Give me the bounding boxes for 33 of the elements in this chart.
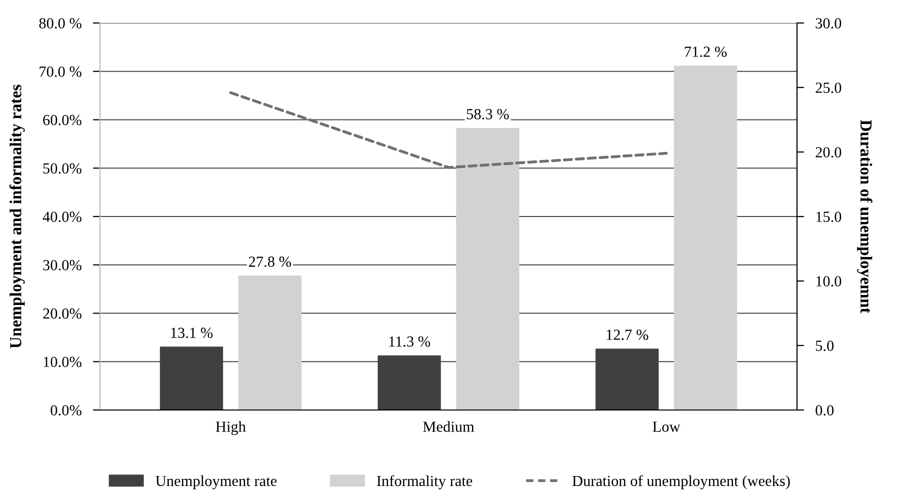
data-label: 12.7 % xyxy=(606,330,648,340)
y2-tick-label: 0.0 xyxy=(816,405,834,416)
y2-tick-label: 10.0 xyxy=(816,276,842,287)
y-tick-label: 0.0% xyxy=(50,405,82,416)
y-tick-label: 60.0% xyxy=(43,114,82,126)
y2-tick-label: 5.0 xyxy=(816,340,834,352)
y-tick-label: 50.0% xyxy=(43,163,82,174)
y-tick-label: 80.0 % xyxy=(39,18,82,29)
y-tick-label: 40.0% xyxy=(42,212,82,222)
data-label: 11.3 % xyxy=(389,336,430,347)
y2-tick-label: 25.0 xyxy=(816,82,842,94)
legend-label: Informality rate xyxy=(376,475,472,490)
y2-tick-label: 15.0 xyxy=(816,212,842,222)
bar xyxy=(674,66,738,410)
y-axis-title: Unemployment and informality rates xyxy=(9,84,25,348)
y-tick-label: 10.0% xyxy=(44,356,82,368)
x-tick-label: Low xyxy=(652,422,680,432)
y-tick-label: 20.0% xyxy=(43,308,82,319)
y2-tick-label: 20.0 xyxy=(816,147,842,158)
x-tick-label: High xyxy=(216,421,246,436)
y2-tick-label: 30.0 xyxy=(816,18,842,29)
data-label: 58.3 % xyxy=(466,109,509,120)
bar xyxy=(456,128,520,410)
legend-label: Duration of unemployment (weeks) xyxy=(572,475,790,490)
y-tick-label: 70.0 % xyxy=(40,66,82,77)
x-tick-label: Medium xyxy=(423,421,474,432)
bar xyxy=(238,276,302,410)
data-label: 13.1 % xyxy=(171,328,213,338)
data-label: 71.2 % xyxy=(684,46,727,57)
data-label: 27.8 % xyxy=(248,256,292,267)
legend-label: Unemployment rate xyxy=(156,475,277,490)
y-tick-label: 30.0% xyxy=(43,260,82,270)
y2-axis-title: Duration of unemployemnt xyxy=(857,120,872,314)
